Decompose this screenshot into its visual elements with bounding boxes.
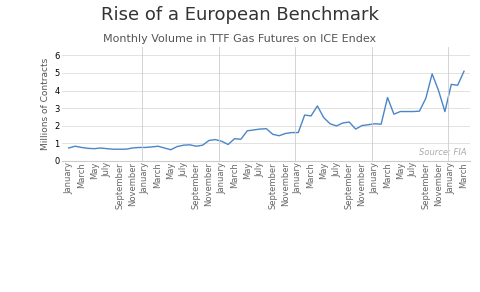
Y-axis label: Millions of Contracts: Millions of Contracts <box>41 58 50 150</box>
Text: Monthly Volume in TTF Gas Futures on ICE Endex: Monthly Volume in TTF Gas Futures on ICE… <box>103 34 377 44</box>
Text: Rise of a European Benchmark: Rise of a European Benchmark <box>101 6 379 24</box>
Text: Source: FIA: Source: FIA <box>419 148 467 157</box>
